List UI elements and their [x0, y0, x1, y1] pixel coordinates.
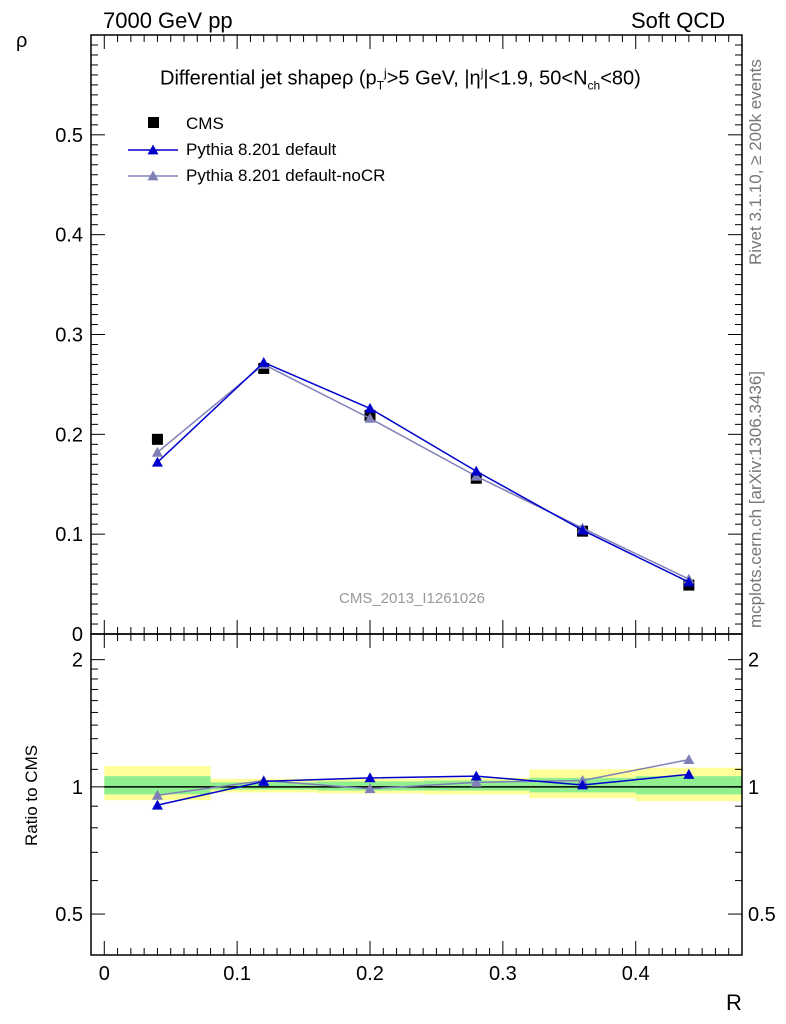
ratio-inner-band-0: [104, 776, 211, 795]
ratio-line-series-1: [157, 758, 690, 797]
ratio-marker-series-0-2: [364, 772, 376, 783]
main-line-series-2: [156, 363, 690, 580]
ratio-panel-frame: [90, 633, 743, 956]
cms-point-0: [151, 433, 163, 445]
title-eta-sup: j: [480, 66, 484, 80]
ratio-marker-series-1-3: [470, 776, 482, 787]
main-y-tick-label-5: 0.5: [55, 125, 83, 147]
main-marker-series-2-2: [364, 412, 376, 423]
main-marker-series-1-1: [258, 356, 270, 367]
main-marker-series-1-0: [151, 456, 163, 467]
main-y-tick-label-4: 0.4: [55, 225, 83, 247]
x-tick-label-1: 0.1: [223, 963, 251, 985]
mcplots-side-label: mcplots.cern.ch [arXiv:1306.3436]: [746, 370, 765, 628]
ratio-marker-series-0-3: [470, 770, 482, 781]
main-line-series-1: [156, 361, 690, 583]
ratio-marker-series-1-5: [683, 754, 695, 765]
legend-marker-cms: [148, 117, 159, 128]
header-left: 7000 GeV pp: [103, 8, 233, 33]
series-layer: [128, 117, 695, 810]
ratio-marker-series-0-0: [151, 799, 163, 810]
ratio-y-tick-label-left-0: 0.5: [55, 904, 83, 926]
ratio-line-series-0: [157, 773, 689, 806]
main-y-tick-label-0: 0: [72, 624, 83, 646]
title-main: Differential jet shapeρ (p: [160, 67, 377, 90]
main-marker-series-2-3: [470, 470, 482, 481]
analysis-watermark: CMS_2013_I1261026: [339, 590, 485, 607]
ratio-y-tick-label-right-1: 1: [748, 777, 759, 799]
ratio-y-tick-label-right-0: 0.5: [748, 904, 776, 926]
ratio-y-tick-label-right-2: 2: [748, 650, 759, 672]
legend-marker-pythia-default: [147, 144, 159, 155]
main-y-tick-label-2: 0.2: [55, 424, 83, 446]
ratio-y-tick-label-left-1: 1: [72, 777, 83, 799]
x-tick-label-0: 0: [99, 963, 110, 985]
main-y-tick-label-1: 0.1: [55, 524, 83, 546]
title-pt-sup: j: [384, 66, 387, 80]
title-after-pt: >5 GeV, |η: [386, 67, 481, 90]
main-marker-series-2-0: [151, 446, 163, 457]
legend-label-pythia-nocr: Pythia 8.201 default-noCR: [186, 166, 386, 185]
title-after-eta: |<1.9, 50<N: [483, 67, 588, 90]
tick-layer: 0 0.1 0.2 0.3 0.4 0.5 0.5 0.5 1 1 2 2 0 0.1 0.2 0.3 0.4: [55, 34, 776, 985]
x-tick-label-3: 0.3: [489, 963, 517, 985]
main-marker-series-1-4: [577, 524, 589, 535]
title-end: <80): [600, 67, 641, 90]
ratio-y-tick-label-left-2: 2: [72, 650, 83, 672]
title-nch-sub: ch: [587, 78, 601, 93]
main-marker-series-1-3: [470, 465, 482, 476]
main-y-tick-label-3: 0.3: [55, 325, 83, 347]
legend-marker-pythia-nocr: [147, 170, 159, 181]
top-y-axis-label: ρ: [16, 30, 28, 52]
plot-title: Differential jet shapeρ (pTj>5 GeV, |ηj|…: [160, 66, 641, 93]
legend-label-pythia-default: Pythia 8.201 default: [186, 140, 337, 159]
ratio-marker-series-1-0: [151, 789, 163, 800]
ratio-y-axis-label: Ratio to CMS: [22, 744, 41, 846]
legend-label-cms: CMS: [186, 114, 224, 133]
main-marker-series-1-2: [364, 402, 376, 413]
ratio-inner-band-1: [210, 782, 317, 790]
ratio-marker-series-0-4: [577, 779, 589, 790]
ratio-marker-series-1-2: [364, 783, 376, 794]
main-marker-series-1-5: [683, 576, 695, 587]
rivet-side-label: Rivet 3.1.10, ≥ 200k events: [746, 59, 765, 265]
ratio-marker-series-0-5: [683, 768, 695, 779]
ratio-marker-series-0-1: [258, 775, 270, 786]
x-tick-label-4: 0.4: [622, 963, 650, 985]
x-axis-label: R: [726, 990, 742, 1015]
ratio-inner-band-5: [635, 776, 742, 795]
header-right: Soft QCD: [631, 8, 726, 33]
x-tick-label-2: 0.2: [356, 963, 384, 985]
title-pt-sub: T: [376, 78, 385, 93]
